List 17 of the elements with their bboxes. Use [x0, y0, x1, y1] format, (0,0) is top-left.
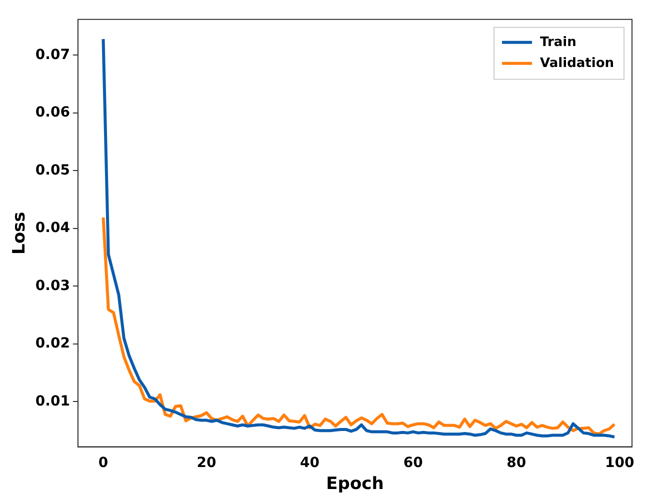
legend-label: Train: [540, 34, 576, 50]
x-axis-title: Epoch: [326, 474, 384, 494]
legend-label: Validation: [540, 56, 614, 71]
x-tick-label: 20: [196, 454, 217, 471]
y-tick-label: 0.02: [35, 336, 70, 352]
x-tick-label: 80: [506, 454, 526, 471]
x-tick-label: 0: [98, 454, 108, 471]
x-tick-label: 60: [403, 454, 424, 471]
y-tick-label: 0.05: [35, 162, 70, 178]
y-axis-title: Loss: [10, 212, 30, 254]
x-tick-label: 40: [300, 454, 320, 471]
y-tick-label: 0.04: [35, 220, 70, 236]
y-tick-label: 0.06: [35, 104, 70, 121]
y-tick-label: 0.03: [35, 278, 70, 294]
y-tick-label: 0.07: [35, 46, 70, 63]
y-tick-label: 0.01: [35, 393, 70, 410]
x-tick-label: 100: [604, 454, 634, 471]
